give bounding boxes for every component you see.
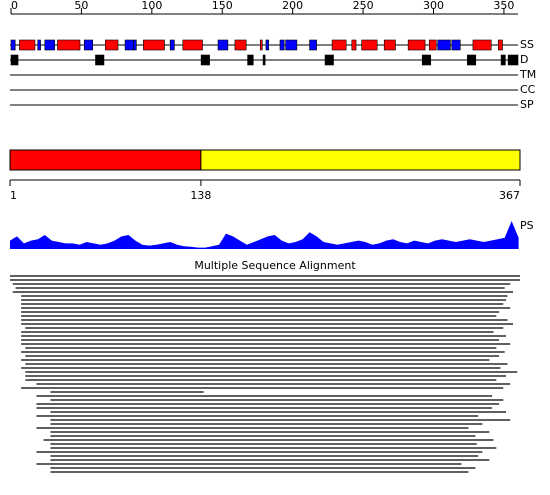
domain-tick-label: 138: [190, 189, 211, 202]
strand: [37, 39, 41, 51]
helix: [383, 39, 396, 51]
helix: [234, 39, 247, 51]
track-label: TM: [519, 68, 536, 81]
ruler-tick-label: 300: [423, 0, 444, 12]
strand: [279, 39, 285, 51]
domain-tick-label: 1: [10, 189, 17, 202]
domain: [9, 149, 202, 171]
strand: [133, 39, 137, 51]
disorder: [95, 54, 105, 66]
ruler-tick-label: 200: [282, 0, 303, 12]
helix: [259, 39, 263, 51]
helix: [57, 39, 81, 51]
helix: [19, 39, 36, 51]
profile-area: [10, 221, 519, 249]
ruler-tick-label: 350: [493, 0, 514, 12]
disorder: [200, 54, 210, 66]
disorder: [466, 54, 477, 66]
profile-label: PS: [520, 219, 534, 232]
helix: [351, 39, 357, 51]
strand: [309, 39, 317, 51]
helix: [182, 39, 203, 51]
domain: [200, 149, 521, 171]
track-label: SP: [520, 98, 534, 111]
helix: [105, 39, 119, 51]
strand: [217, 39, 229, 51]
helix: [361, 39, 378, 51]
strand: [169, 39, 175, 51]
strand: [451, 39, 461, 51]
disorder: [500, 54, 506, 66]
ruler-tick-label: 100: [141, 0, 162, 12]
helix: [428, 39, 437, 51]
helix: [472, 39, 492, 51]
disorder: [247, 54, 254, 66]
strand: [265, 39, 270, 51]
track-label: CC: [520, 83, 536, 96]
ruler-tick-label: 150: [212, 0, 233, 12]
disorder: [507, 54, 519, 66]
domain-tick-label: 367: [499, 189, 520, 202]
disorder: [421, 54, 431, 66]
strand: [10, 39, 16, 51]
helix: [407, 39, 426, 51]
strand: [285, 39, 298, 51]
strand: [437, 39, 451, 51]
strand: [44, 39, 55, 51]
strand: [83, 39, 93, 51]
ruler-tick-label: 50: [74, 0, 88, 12]
helix: [331, 39, 347, 51]
track-label: SS: [520, 38, 534, 51]
disorder: [324, 54, 334, 66]
track-label: D: [520, 53, 528, 66]
strand: [124, 39, 134, 51]
disorder: [10, 54, 19, 66]
ruler-tick-label: 0: [11, 0, 18, 12]
helix: [497, 39, 503, 51]
disorder: [262, 54, 266, 66]
msa-title: Multiple Sequence Alignment: [194, 259, 356, 272]
helix: [143, 39, 165, 51]
ruler-tick-label: 250: [353, 0, 374, 12]
